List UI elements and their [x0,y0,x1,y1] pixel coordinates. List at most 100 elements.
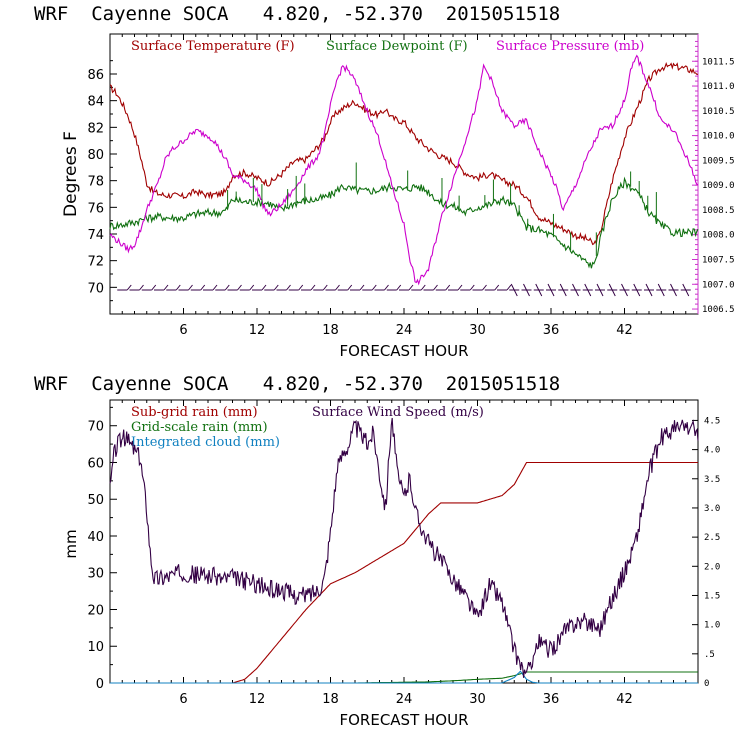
wind-barb [595,283,605,297]
wind-barb [448,284,463,291]
bottom-right-tick-label: 2.0 [704,562,720,572]
bottom-y-axis-label: mm [62,529,80,558]
bottom-x-tick-label: 24 [396,692,413,707]
wind-barb [215,284,230,291]
top-right-tick-label: 1010.5 [702,107,735,117]
top-x-tick-label: 12 [249,323,266,338]
wind-barb [631,283,642,297]
legend-integrated-cloud: Integrated cloud (mm) [131,435,280,450]
top-right-tick-label: 1011.0 [702,82,735,92]
wind-barb [546,283,556,297]
bottom-right-tick-label: .5 [704,650,715,660]
legend-surface-temperature: Surface Temperature (F) [131,39,295,54]
top-x-tick-label: 42 [616,323,633,338]
wind-barb [497,284,512,291]
bottom-x-tick-label: 6 [179,692,187,707]
wind-barb [680,283,691,297]
bottom-y-tick-label: 70 [87,420,104,435]
bottom-y-tick-label: 50 [87,493,104,508]
wind-barb [484,284,500,291]
legend-grid-scale-rain: Grid-scale rain (mm) [131,420,268,435]
wind-barb [411,284,426,291]
top-x-tick-label: 18 [322,323,339,338]
bottom-y-tick-label: 40 [87,530,104,545]
wind-barb [521,283,532,297]
integrated-cloud-line [110,670,698,684]
top-y-tick-label: 80 [87,148,104,163]
top-x-tick-label: 30 [469,323,486,338]
legend-surface-pressure: Surface Pressure (mb) [496,39,644,54]
top-right-tick-label: 1011.5 [702,57,735,67]
wind-barb [558,283,569,297]
top-y-tick-label: 86 [87,68,104,83]
surface-dewpoint-line [109,176,699,269]
wind-barb [166,284,181,291]
top-x-axis-label: FORECAST HOUR [339,342,468,360]
top-y-axis-label: Degrees F [61,131,81,217]
wind-barb [239,284,255,291]
wind-barb [264,284,279,291]
wind-barb [117,284,132,291]
top-y-tick-label: 84 [87,95,104,110]
top-y-tick-label: 76 [87,201,104,216]
wind-barb [227,284,242,291]
bottom-y-tick-label: 0 [96,677,104,692]
bottom-right-tick-label: 4.5 [704,416,720,426]
top-x-tick-label: 6 [179,323,187,338]
bottom-y-tick-label: 60 [87,456,104,471]
legend-surface-wind-speed: Surface Wind Speed (m/s) [312,405,484,420]
surface-temperature-line [109,62,698,246]
wind-barb [607,283,618,297]
wind-barb [325,284,340,291]
wind-barb [374,284,389,291]
top-right-tick-label: 1009.0 [702,181,735,191]
bottom-right-tick-label: 3.5 [704,475,720,485]
legend-sub-grid-rain: Sub-grid rain (mm) [131,405,258,420]
wind-barb [509,283,520,297]
bottom-x-axis-label: FORECAST HOUR [339,711,468,729]
top-right-tick-label: 1008.0 [702,231,735,241]
bottom-right-tick-label: 0 [704,679,709,689]
wind-barb [154,284,169,291]
bottom-x-tick-label: 12 [249,692,266,707]
wind-barb [386,284,402,291]
top-x-tick-label: 36 [543,323,560,338]
top-y-tick-label: 70 [87,281,104,296]
top-right-tick-label: 1006.5 [702,305,735,315]
bottom-right-tick-label: 1.5 [704,591,720,601]
wind-barb [337,284,353,291]
wind-barb [252,284,267,291]
wind-barb [399,284,414,291]
wind-barb [533,283,544,297]
wind-barb [362,284,377,291]
surface-pressure-line [109,54,699,286]
top-right-tick-label: 1010.0 [702,132,735,142]
top-x-tick-label: 24 [396,323,413,338]
top-header: WRF Cayenne SOCA 4.820, -52.370 20150515… [34,3,560,25]
top-right-tick-label: 1007.5 [702,255,735,265]
wind-barb [582,283,593,297]
top-y-tick-label: 74 [87,228,104,243]
bottom-right-tick-label: 3.0 [704,504,720,514]
wind-barb [644,283,654,297]
wind-barb [190,284,206,291]
wind-barb [313,284,328,291]
bottom-y-tick-label: 10 [87,640,104,655]
bottom-right-tick-label: 2.5 [704,533,720,543]
wind-barb [435,284,451,291]
wind-barb [460,284,475,291]
top-y-tick-label: 82 [87,121,104,136]
wind-barb [668,283,679,297]
wind-barb [570,283,581,297]
top-y-tick-label: 78 [87,175,104,190]
bottom-right-tick-label: 4.0 [704,446,720,456]
bottom-right-tick-label: 1.0 [704,621,720,631]
surface-wind-speed-line [109,417,699,678]
bottom-y-tick-label: 30 [87,567,104,582]
top-right-tick-label: 1008.5 [702,206,735,216]
bottom-x-tick-label: 42 [616,692,633,707]
wind-barb [178,284,193,291]
wind-barb [350,284,365,291]
